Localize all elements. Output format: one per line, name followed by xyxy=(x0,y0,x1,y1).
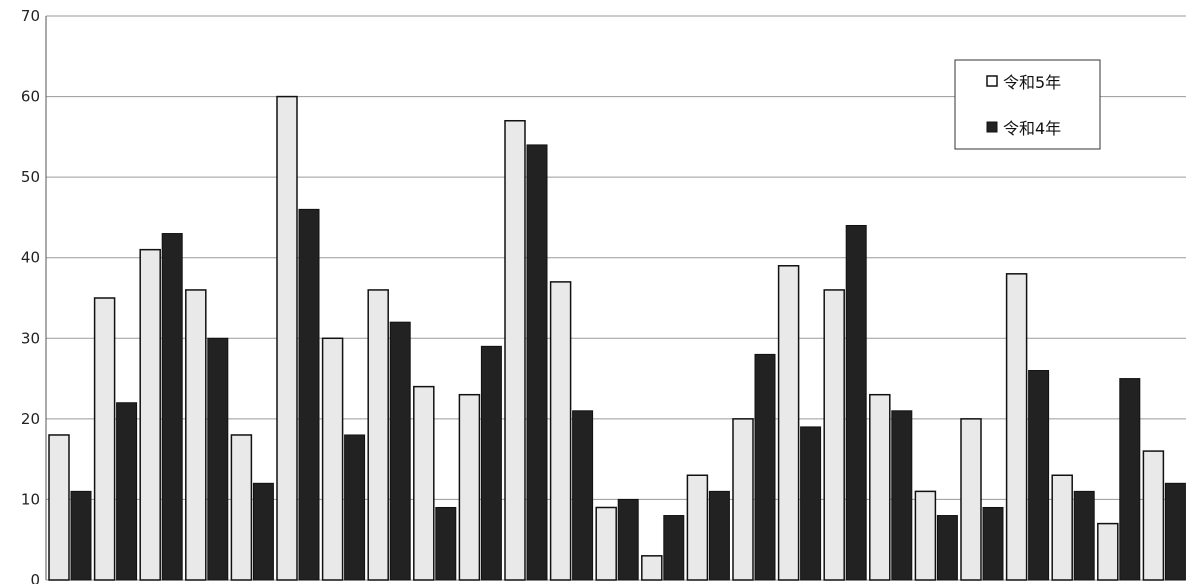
bar-reiwa4 xyxy=(845,224,867,581)
bar-reiwa5 xyxy=(1051,474,1073,581)
bar-reiwa4 xyxy=(344,434,366,581)
bar-reiwa5 xyxy=(1142,450,1165,581)
y-axis: 0 10 20 30 40 50 60 70 xyxy=(21,7,47,584)
legend-item-1: 令和5年 xyxy=(986,73,1061,92)
bar-reiwa4 xyxy=(1119,378,1141,581)
bar-reiwa5 xyxy=(823,289,845,581)
y-tick-label: 40 xyxy=(21,249,40,267)
bar-reiwa5 xyxy=(93,297,116,581)
y-tick-label: 0 xyxy=(30,571,40,584)
bar-reiwa4 xyxy=(663,515,685,581)
bar-reiwa5 xyxy=(1005,273,1028,581)
bar-reiwa4 xyxy=(70,490,92,581)
bar-reiwa4 xyxy=(617,498,639,581)
bar-reiwa5 xyxy=(504,119,526,581)
bar-reiwa5 xyxy=(48,434,70,581)
bar-reiwa4 xyxy=(891,410,913,581)
bar-reiwa5 xyxy=(641,555,663,581)
bar-reiwa4 xyxy=(1028,370,1050,581)
legend: 令和5年 令和4年 xyxy=(954,59,1101,150)
bar-reiwa4 xyxy=(800,426,822,581)
legend-label-1: 令和5年 xyxy=(1003,73,1061,92)
bar-reiwa4 xyxy=(389,321,411,581)
bars xyxy=(48,95,1186,581)
bar-reiwa5 xyxy=(777,265,800,581)
bar-reiwa5 xyxy=(139,248,161,581)
bar-reiwa4 xyxy=(982,506,1004,581)
bar-reiwa4 xyxy=(936,515,958,581)
legend-item-2: 令和4年 xyxy=(986,119,1061,138)
bar-reiwa4 xyxy=(754,353,776,581)
y-tick-label: 70 xyxy=(21,7,40,25)
bar-reiwa5 xyxy=(230,434,253,581)
bar-reiwa5 xyxy=(1097,522,1119,581)
legend-swatch-2 xyxy=(986,121,998,133)
y-tick-label: 10 xyxy=(21,490,40,508)
bar-reiwa5 xyxy=(185,289,207,581)
bar-reiwa5 xyxy=(732,418,754,581)
bar-reiwa5 xyxy=(276,95,298,581)
legend-swatch-1 xyxy=(986,75,998,87)
bar-reiwa4 xyxy=(480,345,502,581)
legend-box xyxy=(954,59,1101,150)
bar-reiwa4 xyxy=(708,490,730,581)
bar-reiwa4 xyxy=(116,402,138,581)
y-tick-label: 30 xyxy=(21,329,40,347)
bar-reiwa5 xyxy=(321,337,344,581)
bar-reiwa4 xyxy=(252,482,274,581)
bar-reiwa4 xyxy=(526,144,548,581)
bar-reiwa5 xyxy=(914,490,937,581)
legend-label-2: 令和4年 xyxy=(1003,119,1061,138)
bar-reiwa4 xyxy=(435,506,457,581)
y-tick-label: 20 xyxy=(21,410,40,428)
bar-reiwa4 xyxy=(298,208,320,581)
bar-reiwa4 xyxy=(572,410,594,581)
y-tick-label: 50 xyxy=(21,168,40,186)
bar-reiwa4 xyxy=(161,233,183,581)
bar-reiwa5 xyxy=(595,506,617,581)
bar-reiwa5 xyxy=(686,474,709,581)
y-tick-label: 60 xyxy=(21,88,40,106)
bar-reiwa5 xyxy=(458,393,481,581)
bar-reiwa4 xyxy=(1073,490,1095,581)
bar-reiwa5 xyxy=(367,289,389,581)
bar-reiwa5 xyxy=(413,385,435,581)
bar-reiwa4 xyxy=(1164,482,1186,581)
bar-reiwa5 xyxy=(960,418,982,581)
bar-reiwa5 xyxy=(869,393,891,581)
bar-reiwa5 xyxy=(549,281,572,581)
bar-reiwa4 xyxy=(207,337,229,581)
